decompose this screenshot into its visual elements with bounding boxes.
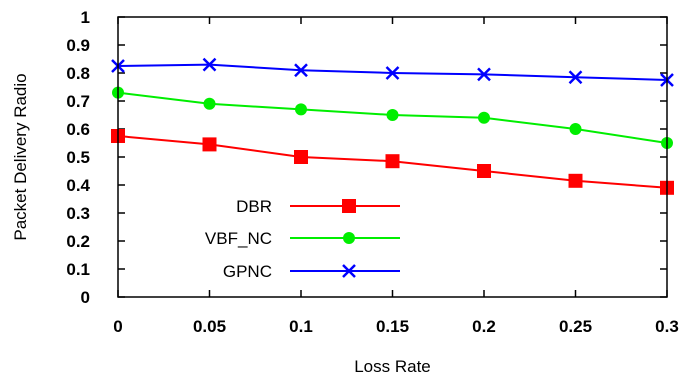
- y-tick-label: 0.6: [66, 120, 90, 139]
- legend-label-vbf-nc: VBF_NC: [205, 229, 272, 248]
- y-tick-label: 0.2: [66, 232, 90, 251]
- data-point-dbr: [568, 173, 583, 188]
- legend-marker-vbf-nc: [343, 232, 355, 244]
- y-tick-label: 0.1: [66, 260, 90, 279]
- legend-marker-gpnc: [342, 264, 356, 278]
- data-point-dbr: [385, 154, 400, 169]
- data-point-gpnc: [385, 66, 400, 80]
- legend: DBR VBF_NC GPNC: [205, 197, 400, 281]
- y-tick-label: 0.5: [66, 148, 90, 167]
- x-tick-label: 0.25: [559, 317, 592, 336]
- data-point-vbf-nc: [569, 123, 582, 135]
- x-tick-label: 0: [113, 317, 122, 336]
- data-point-gpnc: [568, 70, 583, 85]
- data-point-vbf-nc: [386, 109, 399, 121]
- data-point-dbr: [294, 150, 308, 164]
- y-tick-label: 0.4: [66, 176, 90, 195]
- data-point-vbf-nc: [295, 103, 307, 116]
- series-layer: [111, 57, 674, 195]
- data-point-dbr: [202, 137, 217, 152]
- y-axis-label: Packet Delivery Radio: [11, 73, 30, 240]
- data-point-vbf-nc: [478, 111, 490, 124]
- data-point-dbr: [477, 164, 491, 178]
- data-point-gpnc: [294, 63, 308, 78]
- y-tick-label: 0.8: [66, 64, 90, 83]
- x-tick-label: 0.05: [193, 317, 226, 336]
- legend-marker-dbr: [342, 199, 356, 213]
- x-axis-label: Loss Rate: [354, 357, 431, 376]
- y-tick-label: 1: [81, 8, 90, 27]
- data-point-gpnc: [202, 57, 217, 72]
- y-tick-label: 0.3: [66, 204, 90, 223]
- y-tick-label: 0.7: [66, 92, 90, 111]
- y-axis: 0 0.1 0.2 0.3 0.4 0.5 0.6 0.7 0.8 0.9 1: [66, 8, 667, 307]
- y-tick-label: 0: [81, 288, 90, 307]
- data-point-gpnc: [477, 67, 491, 82]
- x-tick-label: 0.3: [655, 317, 679, 336]
- data-point-vbf-nc: [203, 97, 216, 110]
- x-tick-label: 0.15: [376, 317, 409, 336]
- plot-frame: [117, 16, 668, 298]
- x-tick-label: 0.2: [472, 317, 496, 336]
- legend-label-dbr: DBR: [236, 197, 272, 216]
- legend-label-gpnc: GPNC: [223, 262, 272, 281]
- x-tick-label: 0.1: [289, 317, 313, 336]
- y-tick-label: 0.9: [66, 36, 90, 55]
